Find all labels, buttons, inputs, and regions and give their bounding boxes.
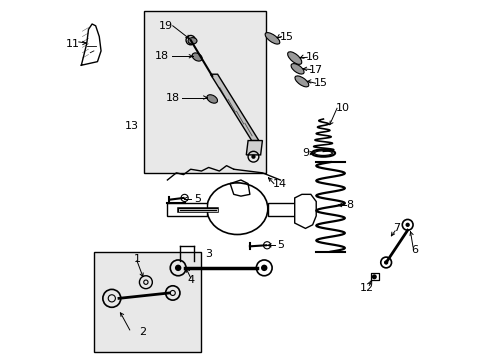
Text: 19: 19 [158,21,172,31]
Text: 7: 7 [392,224,400,233]
Ellipse shape [290,64,304,74]
Polygon shape [210,74,258,140]
Text: 5: 5 [194,194,201,204]
Circle shape [188,39,192,42]
Circle shape [383,260,387,265]
FancyBboxPatch shape [144,12,265,173]
FancyBboxPatch shape [94,252,201,352]
Text: 16: 16 [305,52,319,62]
Ellipse shape [206,95,217,103]
Text: 12: 12 [359,283,373,293]
Ellipse shape [294,76,308,87]
Text: 15: 15 [279,32,293,41]
Polygon shape [167,203,206,216]
Text: 11: 11 [66,39,80,49]
Text: 4: 4 [187,275,194,285]
Polygon shape [294,194,316,228]
Text: 3: 3 [205,248,212,258]
Ellipse shape [187,38,197,44]
Text: 9: 9 [302,148,309,158]
Ellipse shape [192,53,202,61]
Ellipse shape [206,183,267,234]
Circle shape [371,274,376,279]
Circle shape [175,265,181,271]
Text: 5: 5 [276,240,283,250]
Text: 18: 18 [165,93,180,103]
Text: 2: 2 [139,327,145,337]
Text: 10: 10 [335,103,349,113]
Text: 6: 6 [410,245,418,255]
Text: 1: 1 [133,254,140,264]
Circle shape [261,265,267,271]
Text: 17: 17 [308,64,323,75]
Polygon shape [246,140,262,155]
Polygon shape [267,203,294,216]
Text: 18: 18 [155,51,169,61]
Text: 13: 13 [124,121,138,131]
Ellipse shape [287,52,301,64]
Text: 8: 8 [346,200,353,210]
Circle shape [405,223,409,227]
Text: 14: 14 [273,179,287,189]
Circle shape [251,154,255,159]
Text: 15: 15 [313,78,327,88]
Ellipse shape [264,33,279,44]
